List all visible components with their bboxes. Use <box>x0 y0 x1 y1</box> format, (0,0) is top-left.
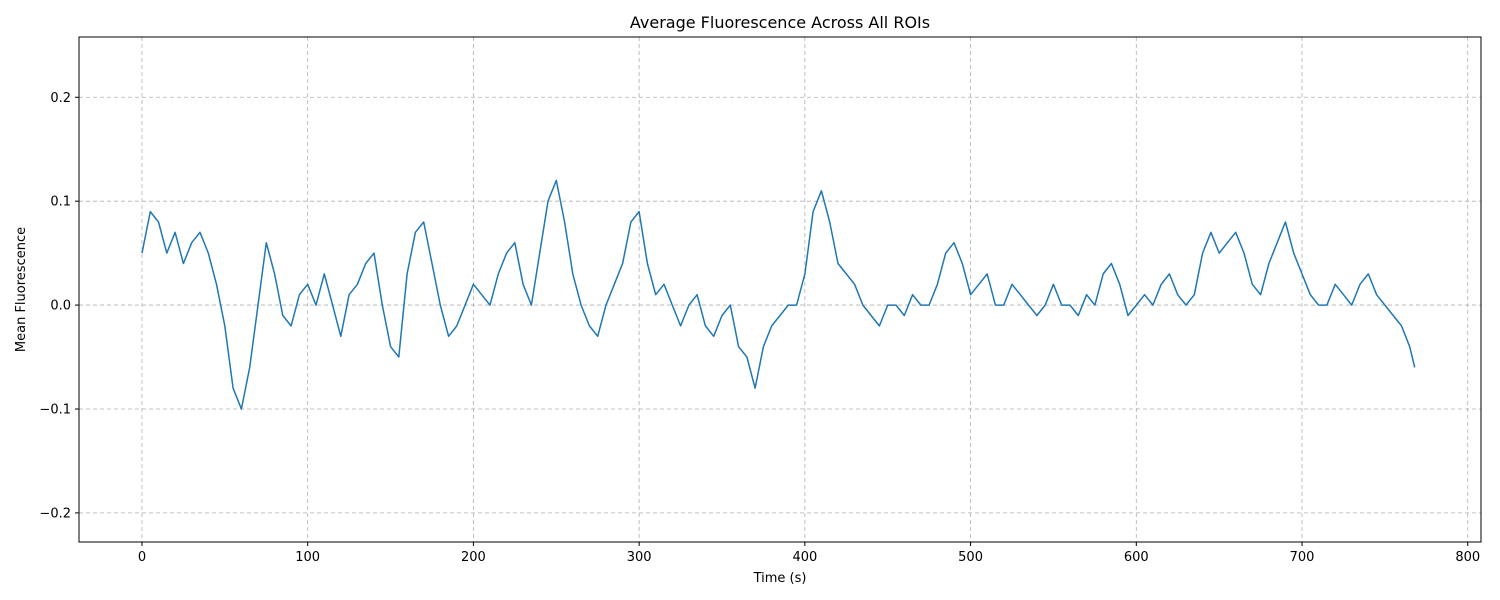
x-tick-label: 100 <box>295 550 320 565</box>
y-tick-label: 0.0 <box>50 299 71 314</box>
x-tick-label: 700 <box>1290 550 1315 565</box>
y-tick-label: 0.2 <box>50 91 71 106</box>
y-axis-label: Mean Fluorescence <box>14 227 29 352</box>
grid-layer <box>79 37 1481 542</box>
y-tick-label: 0.1 <box>50 195 71 210</box>
x-tick-label: 0 <box>138 550 146 565</box>
tick-layer: 0 100 200 300 400 500 600 700 800 −0.2 −0.1 0.0 0.1 0… <box>39 91 1480 565</box>
x-tick-label: 400 <box>792 550 817 565</box>
plot-frame <box>78 36 1482 543</box>
y-tick-label: −0.1 <box>39 402 71 417</box>
x-tick-label: 500 <box>958 550 983 565</box>
x-tick-label: 800 <box>1455 550 1480 565</box>
x-tick-label: 600 <box>1124 550 1149 565</box>
y-tick-label: −0.2 <box>39 506 71 521</box>
data-series <box>141 179 1416 410</box>
series-line <box>141 179 1416 410</box>
x-axis-label: Time (s) <box>753 571 807 586</box>
x-tick-label: 200 <box>461 550 486 565</box>
x-tick-label: 300 <box>627 550 652 565</box>
chart-title: Average Fluorescence Across All ROIs <box>630 13 930 32</box>
